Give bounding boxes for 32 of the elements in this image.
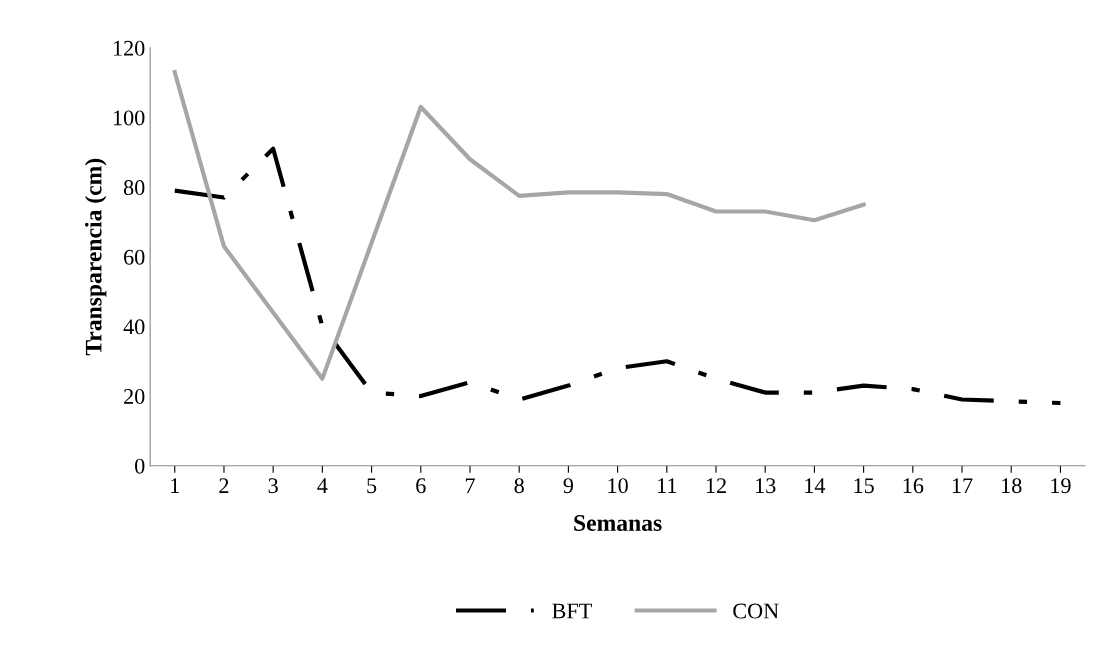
x-tick-label: 18	[1002, 478, 1022, 494]
x-tick-label: 11	[658, 478, 677, 493]
x-tick-label: 9	[563, 478, 574, 494]
x-tick-label: 1	[171, 478, 179, 493]
x-tick-label: 13	[756, 478, 776, 494]
y-tick-label: 0	[135, 458, 145, 474]
x-tick-label: 4	[317, 478, 328, 493]
x-tick-label: 12	[706, 478, 726, 493]
line-series	[172, 146, 1063, 406]
y-tick-label: 100	[113, 110, 145, 126]
line-series	[172, 70, 866, 381]
x-tick-label: 5	[367, 478, 377, 494]
y-tick-label: 80	[123, 180, 145, 196]
x-tick-label: 6	[416, 478, 426, 494]
y-tick-label: 60	[124, 249, 145, 265]
x-tick-label: 10	[608, 478, 628, 494]
x-tick-label: 8	[514, 478, 524, 494]
x-tick-label: 17	[952, 478, 973, 493]
y-tick-label: 20	[124, 388, 145, 404]
x-tick-label: 16	[903, 478, 924, 494]
x-tick-label: 2	[219, 478, 229, 493]
x-tick-label: 7	[465, 478, 475, 493]
y-tick-label: 120	[113, 40, 145, 56]
legend-label: CON	[733, 603, 779, 619]
x-tick-label: 14	[805, 478, 826, 493]
x-tick-label: 15	[854, 478, 874, 494]
x-tick-label: 19	[1051, 478, 1071, 494]
legend-label: BFT	[552, 603, 592, 619]
y-tick-label: 40	[123, 319, 145, 335]
x-axis-title: Semanas	[574, 515, 662, 531]
x-tick-label: 3	[268, 478, 278, 494]
y-axis-title: Transparencia (cm)	[84, 158, 107, 356]
